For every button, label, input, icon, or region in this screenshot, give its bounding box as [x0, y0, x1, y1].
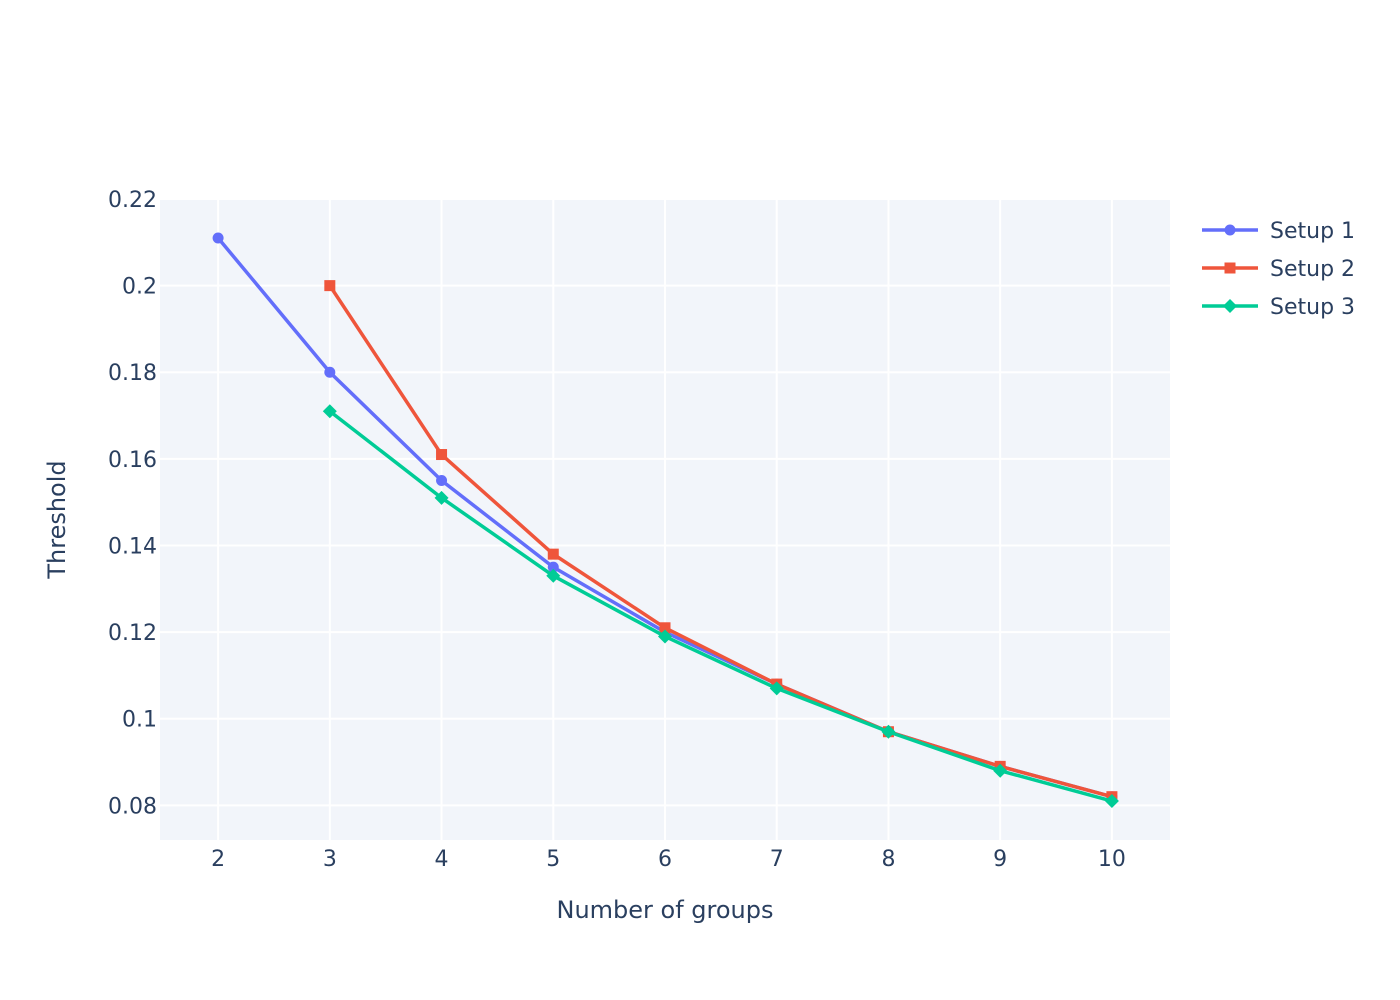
- data-point: [212, 232, 224, 244]
- x-tick-label: 7: [770, 847, 784, 872]
- x-tick-label: 3: [323, 847, 337, 872]
- legend-label: Setup 1: [1270, 219, 1355, 244]
- data-point: [1104, 794, 1119, 809]
- data-point: [881, 724, 896, 739]
- series-line: [328, 409, 1113, 803]
- x-axis-title: Number of groups: [556, 896, 773, 924]
- data-point: [434, 490, 449, 505]
- x-tick-label: 9: [993, 847, 1007, 872]
- legend-item-setup-3[interactable]: Setup 3: [1202, 295, 1355, 320]
- x-tick-label: 10: [1098, 847, 1126, 872]
- y-tick-label: 0.12: [108, 621, 157, 646]
- legend-item-setup-1[interactable]: Setup 1: [1202, 219, 1355, 244]
- data-point: [659, 622, 671, 634]
- data-point: [324, 366, 336, 378]
- data-point: [436, 449, 448, 461]
- y-tick-label: 0.1: [122, 708, 157, 733]
- data-point: [993, 763, 1008, 778]
- data-point: [547, 548, 559, 560]
- series-3: [322, 404, 1119, 809]
- data-point: [436, 475, 448, 487]
- series-layer: [212, 232, 1119, 809]
- y-tick-label: 0.16: [108, 448, 157, 473]
- grid-lines: [160, 198, 1170, 840]
- legend-label: Setup 2: [1270, 257, 1355, 282]
- x-axis-ticks: 2 3 4 5 6 7 8 9 10: [211, 847, 1126, 872]
- legend-marker: [1223, 299, 1237, 313]
- data-point: [546, 568, 561, 583]
- data-point: [322, 404, 337, 419]
- x-tick-label: 4: [435, 847, 449, 872]
- data-point: [769, 681, 784, 696]
- x-tick-label: 5: [546, 847, 560, 872]
- series-line: [328, 284, 1113, 799]
- y-tick-label: 0.18: [108, 361, 157, 386]
- data-point: [547, 561, 559, 573]
- legend-label: Setup 3: [1270, 295, 1355, 320]
- x-tick-label: 6: [658, 847, 672, 872]
- y-axis-title: Threshold: [43, 460, 71, 579]
- y-axis-ticks: 0.08 0.1 0.12 0.14 0.16 0.18 0.2 0.22: [108, 188, 157, 819]
- y-tick-label: 0.2: [122, 275, 157, 300]
- y-tick-label: 0.22: [108, 188, 157, 213]
- legend: Setup 1 Setup 2 Setup 3: [1202, 219, 1355, 320]
- data-point: [658, 629, 672, 644]
- data-point: [324, 280, 336, 292]
- legend-marker: [1224, 262, 1236, 274]
- legend-item-setup-2[interactable]: Setup 2: [1202, 257, 1355, 282]
- x-tick-label: 2: [211, 847, 225, 872]
- y-tick-label: 0.14: [108, 534, 157, 559]
- y-tick-label: 0.08: [108, 794, 157, 819]
- legend-marker: [1224, 224, 1236, 236]
- x-tick-label: 8: [881, 847, 895, 872]
